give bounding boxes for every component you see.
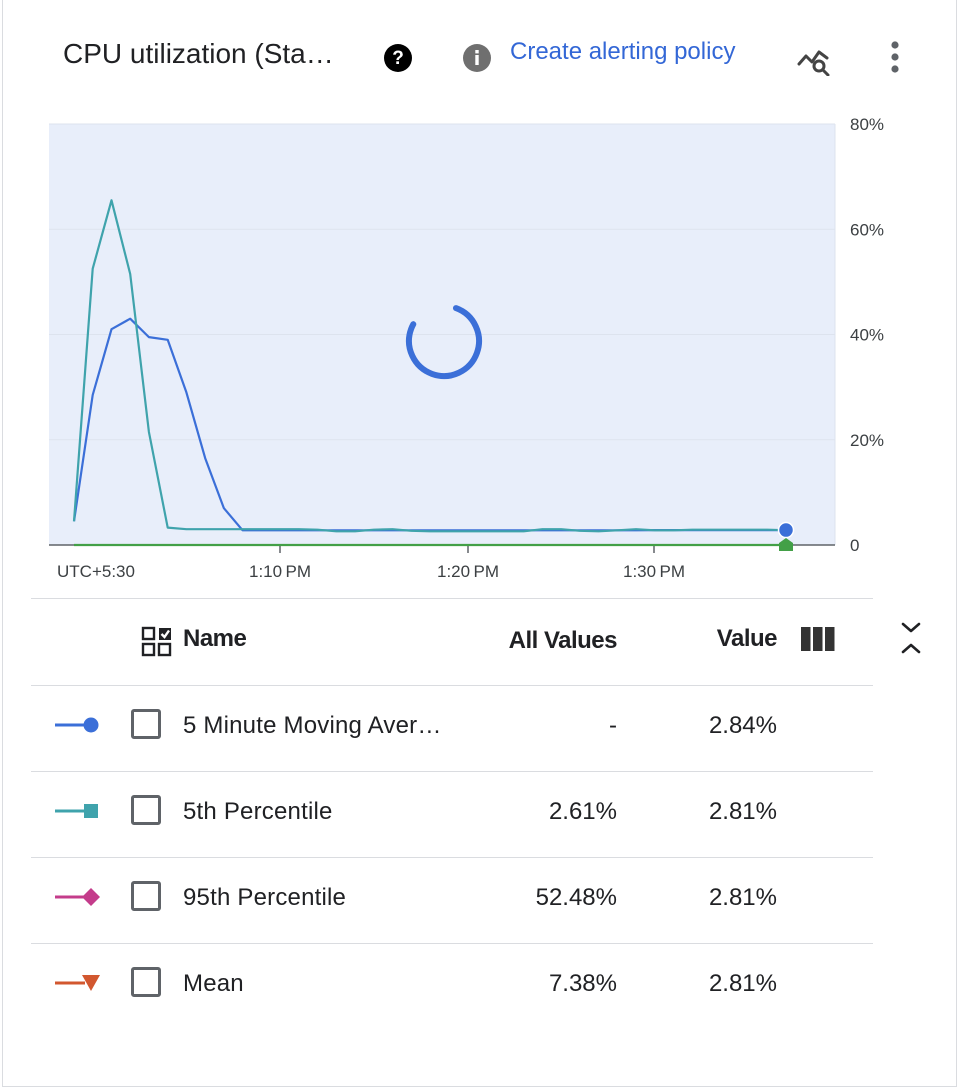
legend-table: Name All Values Value 5 Minute Moving Av… (31, 598, 873, 1029)
series-checkbox[interactable] (131, 795, 161, 825)
legend-circle-icon (55, 717, 99, 733)
series-checkbox[interactable] (131, 709, 161, 739)
series-all-values: 52.48% (535, 884, 617, 911)
legend-square-icon (55, 804, 98, 818)
header-all-values[interactable]: All Values (508, 627, 618, 654)
series-checkbox[interactable] (131, 881, 161, 911)
table-row[interactable]: Mean 7.38% 2.81% (31, 944, 873, 1029)
series-name: 5 Minute Moving Aver… (183, 712, 442, 739)
table-header: Name All Values Value (31, 598, 873, 686)
series-name: Mean (183, 970, 244, 997)
checklist-icon[interactable] (141, 626, 173, 658)
line-chart: 80% 60% 40% 20% 0 UTC+5:30 1:10 PM 1:20 PM 1:30… (49, 115, 884, 581)
y-tick-label: 0 (850, 536, 859, 555)
help-icon[interactable]: ? (383, 43, 413, 73)
header-value[interactable]: Value (716, 625, 778, 652)
header-name[interactable]: Name (183, 625, 247, 652)
info-icon[interactable] (462, 43, 492, 73)
series-all-values: 7.38% (548, 970, 617, 997)
series-name: 95th Percentile (183, 884, 347, 911)
series-all-values: - (609, 712, 617, 739)
legend-diamond-icon (55, 888, 100, 906)
x-tick-label: 1:30 PM (623, 562, 685, 581)
column-display-icon[interactable] (801, 627, 835, 651)
series-value: 2.81% (708, 798, 777, 825)
series-end-marker (777, 521, 795, 539)
x-tick-label: UTC+5:30 (57, 562, 135, 581)
x-tick-label: 1:10 PM (249, 562, 311, 581)
series-line (72, 199, 787, 533)
y-tick-label: 80% (850, 115, 884, 134)
y-tick-label: 60% (850, 220, 884, 239)
series-checkbox[interactable] (131, 967, 161, 997)
more-vert-icon[interactable] (881, 38, 909, 78)
svg-text:?: ? (392, 48, 404, 69)
create-alerting-policy-link[interactable]: Create alerting policy (510, 38, 736, 65)
collapse-icon[interactable] (899, 620, 923, 656)
chart-title: CPU utilization (Sta… (63, 38, 334, 69)
series-value: 2.81% (708, 970, 777, 997)
series-value: 2.81% (708, 884, 777, 911)
series-value: 2.84% (708, 712, 777, 739)
table-row[interactable]: 5th Percentile 2.61% 2.81% (31, 772, 873, 858)
series-name: 5th Percentile (183, 798, 333, 825)
explore-icon[interactable] (797, 44, 833, 76)
x-tick-label: 1:20 PM (437, 562, 499, 581)
loading-spinner-icon (406, 303, 482, 379)
y-tick-label: 20% (850, 431, 884, 450)
table-row[interactable]: 95th Percentile 52.48% 2.81% (31, 858, 873, 944)
series-all-values: 2.61% (548, 798, 617, 825)
legend-triangle-icon (55, 975, 100, 991)
y-tick-label: 40% (850, 326, 884, 345)
series-end-marker (779, 538, 793, 551)
table-row[interactable]: 5 Minute Moving Aver… - 2.84% (31, 686, 873, 772)
